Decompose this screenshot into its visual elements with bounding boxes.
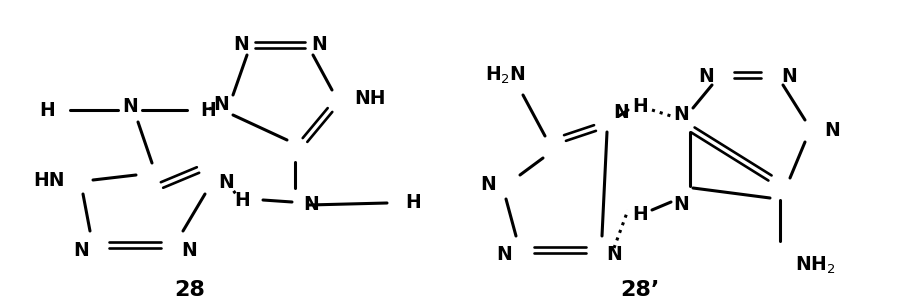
Text: N: N xyxy=(673,196,689,214)
Text: H: H xyxy=(200,100,216,120)
Text: 28: 28 xyxy=(175,280,205,300)
Text: N: N xyxy=(781,67,797,87)
Text: N: N xyxy=(233,35,249,55)
Text: H$_2$N: H$_2$N xyxy=(484,64,526,86)
Text: N: N xyxy=(698,67,714,87)
Text: H: H xyxy=(405,193,421,213)
Text: N: N xyxy=(311,35,327,55)
Text: H: H xyxy=(234,191,250,209)
Text: N: N xyxy=(606,245,622,265)
Text: N: N xyxy=(824,120,840,140)
Text: N: N xyxy=(73,241,89,260)
Text: H: H xyxy=(632,98,648,116)
Text: HN: HN xyxy=(33,171,65,189)
Text: N: N xyxy=(122,98,138,116)
Text: 28’: 28’ xyxy=(620,280,660,300)
Text: NH: NH xyxy=(354,88,385,107)
Text: H: H xyxy=(40,100,55,120)
Text: N: N xyxy=(496,245,512,265)
Text: NH$_2$: NH$_2$ xyxy=(795,254,835,276)
Text: N: N xyxy=(613,103,629,123)
Text: N: N xyxy=(303,196,319,214)
Text: N: N xyxy=(673,104,689,124)
Text: H: H xyxy=(632,205,648,225)
Text: N: N xyxy=(213,95,229,115)
Text: N: N xyxy=(181,241,197,260)
Text: N: N xyxy=(481,176,496,194)
Text: N: N xyxy=(218,172,234,192)
